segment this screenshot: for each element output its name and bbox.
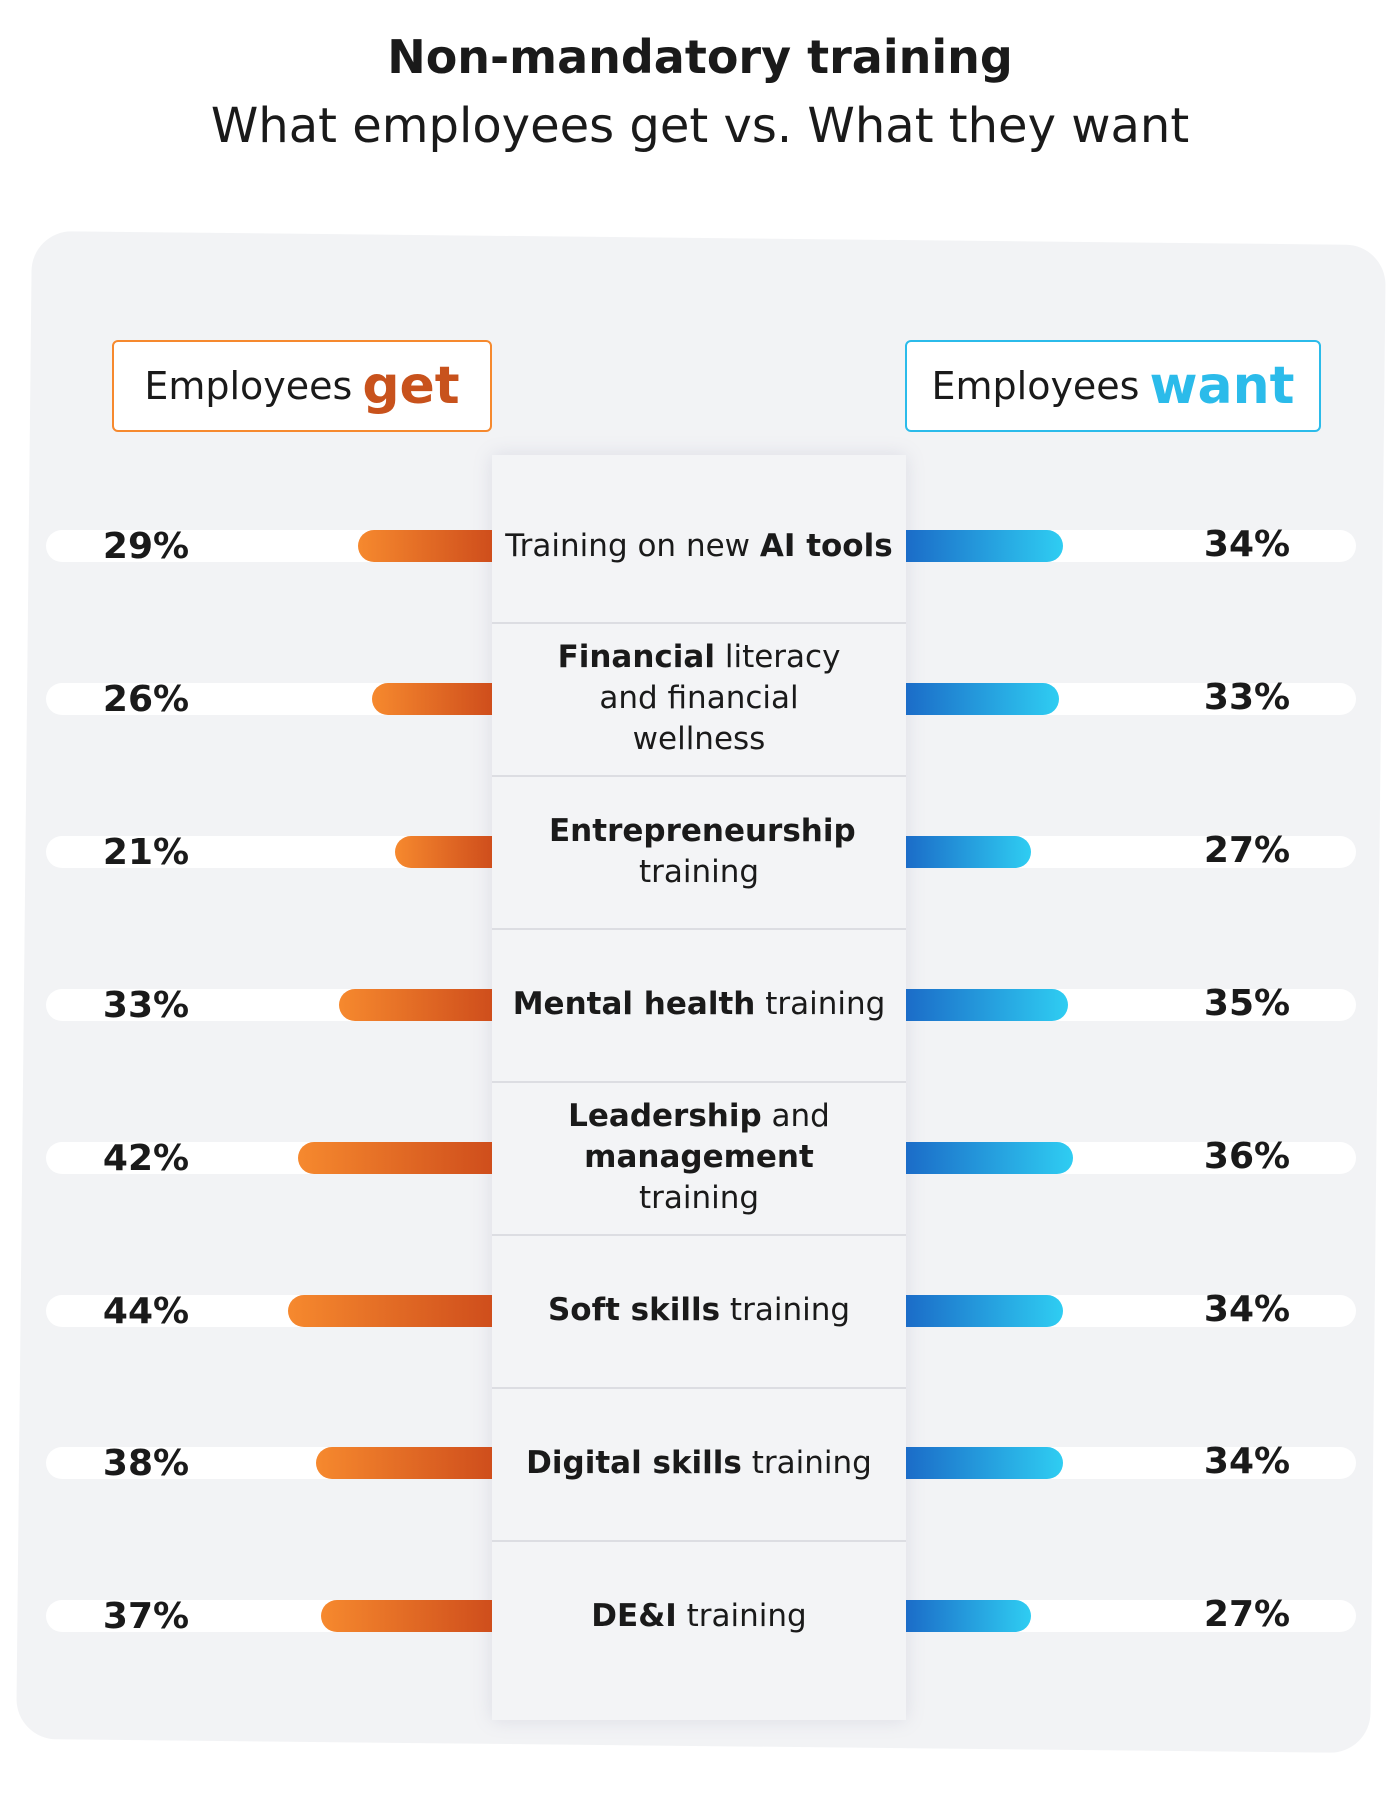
value-label: 34% [1203,1288,1291,1330]
value-label: 35% [1203,982,1291,1024]
value-label: 21% [102,831,190,873]
category-run: training [720,1292,851,1328]
category-text: Financial literacy and financial wellnes… [549,637,849,760]
category-label: Mental health training [500,964,898,1046]
legend-item: Employees want [905,340,1321,432]
value-label: 37% [102,1596,190,1638]
bar [394,835,492,868]
bar [906,1294,1064,1327]
category-run: AI tools [759,527,893,564]
value-label: 29% [102,526,190,567]
row-divider [492,1386,906,1389]
bar [371,682,492,715]
row-divider [492,1081,906,1084]
row-divider [492,1234,906,1237]
category-text: Entrepreneurship training [549,811,856,893]
category-run: Training on new [505,527,760,564]
category-text: Leadership and management training [549,1096,849,1219]
category-text: Training on new AI tools [500,526,898,567]
value-label: 33% [1203,676,1291,718]
value-label: 26% [102,678,190,720]
category-label: DE&I training [500,1575,898,1657]
category-run: literacy and financial wellness [599,639,841,758]
value-label: 44% [102,1290,190,1332]
bar [297,1141,492,1174]
row-divider [492,928,906,931]
center-column [492,455,906,1720]
category-label: Entrepreneurship training [500,811,898,893]
category-text: Soft skills training [500,1290,898,1331]
category-run: Digital skills [526,1444,742,1481]
category-label: Leadership and management training [500,1098,898,1216]
value-label: 27% [1203,1594,1291,1636]
bar [906,1447,1064,1480]
value-label: 38% [102,1443,190,1485]
category-run: Financial [557,639,715,676]
category-run: Mental health [512,986,756,1023]
chart-subtitle: What employees get vs. What they want [210,98,1190,154]
category-text: Mental health training [500,984,898,1025]
row-divider [492,1539,906,1542]
value-label: 36% [1203,1135,1291,1177]
category-label: Training on new AI tools [500,505,898,587]
value-label: 42% [102,1137,190,1179]
category-run: Leadership [568,1098,762,1135]
chart-title: Non-mandatory training [387,30,1013,84]
bar [906,1600,1031,1633]
category-label: Financial literacy and financial wellnes… [500,639,898,757]
row-divider [492,775,906,778]
bar [339,988,492,1021]
category-run: management [584,1139,814,1176]
legend-item: Employees get [112,340,492,432]
category-text: DE&I training [500,1596,898,1637]
value-label: 34% [1203,1441,1291,1483]
row-divider [492,622,906,625]
category-run: training [741,1444,872,1481]
category-run: and [761,1098,830,1135]
bar [906,682,1059,715]
category-run: Entrepreneurship [549,812,856,849]
category-run: training [676,1597,807,1634]
bar [316,1447,492,1480]
category-label: Soft skills training [500,1270,898,1352]
value-label: 33% [102,984,190,1026]
category-run: training [755,986,886,1023]
category-run: Soft skills [547,1292,721,1328]
bar [906,530,1064,562]
bar [906,1141,1073,1174]
value-label: 27% [1203,829,1291,871]
bar [320,1600,492,1633]
bar [288,1294,492,1327]
bar [357,530,492,562]
category-run: training [638,1180,760,1217]
category-text: Digital skills training [500,1443,898,1484]
category-run: DE&I [591,1597,677,1634]
bar [906,988,1069,1021]
value-label: 34% [1203,524,1291,565]
category-label: Digital skills training [500,1422,898,1504]
bar [906,835,1031,868]
category-run: training [638,853,760,890]
